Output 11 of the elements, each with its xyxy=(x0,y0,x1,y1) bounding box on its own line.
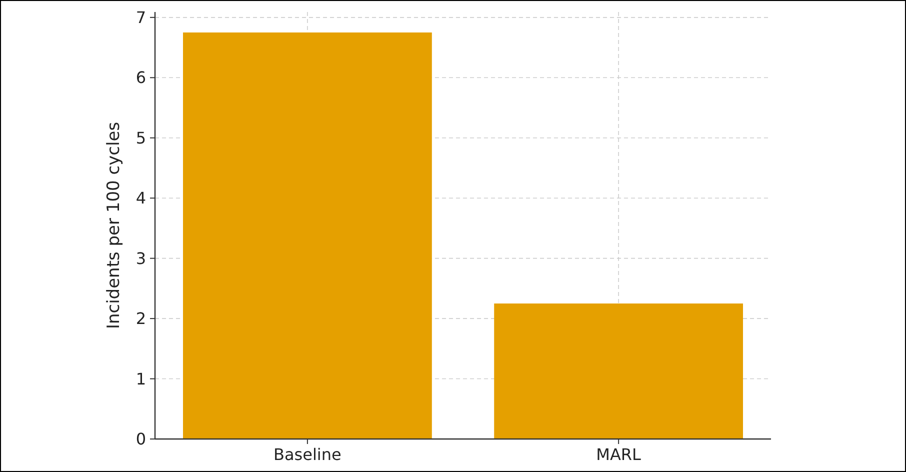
y-axis-title: Incidents per 100 cycles xyxy=(104,122,124,330)
y-tick-label: 3 xyxy=(136,248,146,268)
y-tick-label: 1 xyxy=(136,369,146,388)
y-tick-label: 6 xyxy=(136,68,146,88)
y-tick-label: 5 xyxy=(136,128,146,148)
y-tick-label: 7 xyxy=(136,8,146,28)
y-tick-label: 2 xyxy=(136,309,146,328)
y-tick-label: 4 xyxy=(136,188,146,208)
x-tick-label: MARL xyxy=(596,445,642,464)
x-tick-label: Baseline xyxy=(274,445,342,464)
y-tick-label: 0 xyxy=(136,430,146,449)
